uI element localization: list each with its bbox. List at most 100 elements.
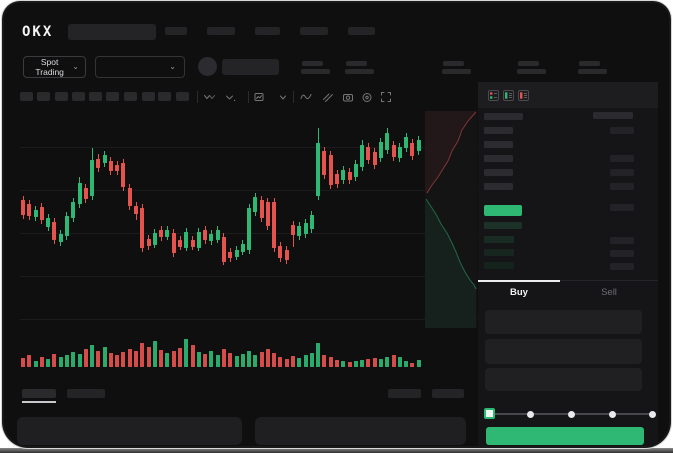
fullscreen-icon[interactable] xyxy=(380,91,392,103)
candle-body xyxy=(184,232,189,248)
slider-stop-1[interactable] xyxy=(527,411,534,418)
candle-body xyxy=(404,137,409,148)
volume-bar xyxy=(391,355,396,367)
interval-button-placeholder-8[interactable] xyxy=(158,92,171,101)
bottom-tab-0[interactable] xyxy=(22,389,56,398)
volume-bar xyxy=(178,348,182,367)
volume-bar xyxy=(102,347,107,367)
volume-bar xyxy=(39,357,44,367)
trade-input-2[interactable] xyxy=(485,368,642,391)
candle-body xyxy=(309,215,314,229)
interval-button-placeholder-7[interactable] xyxy=(142,92,155,101)
volume-bar xyxy=(347,362,352,367)
amount-slider-handle[interactable] xyxy=(484,408,495,419)
search-placeholder[interactable] xyxy=(68,24,156,40)
bottom-action-placeholder-1[interactable] xyxy=(432,389,464,398)
volume-bar xyxy=(378,359,383,367)
volume-bar xyxy=(71,352,76,367)
bottom-action-placeholder-0[interactable] xyxy=(388,389,421,398)
book-bids-icon[interactable] xyxy=(503,90,514,101)
volume-bar xyxy=(316,343,321,367)
market-type-dropdown[interactable]: Spot Trading ⌄ xyxy=(23,56,86,78)
stat-label-placeholder-3 xyxy=(518,61,539,66)
volume-bar xyxy=(140,343,145,367)
trade-input-1[interactable] xyxy=(485,339,642,364)
candle-body xyxy=(140,208,145,248)
orderbook-ask-price-0[interactable] xyxy=(484,127,513,134)
orderbook-last-price-bar[interactable] xyxy=(484,205,522,216)
candlestick-chart[interactable] xyxy=(20,107,480,370)
bottom-panel-0 xyxy=(17,417,242,445)
nav-item-placeholder-1[interactable] xyxy=(207,27,235,35)
buy-submit-button[interactable] xyxy=(486,427,644,445)
stat-value-placeholder-0 xyxy=(301,69,330,74)
candle-body xyxy=(46,218,51,227)
chart-style-icon[interactable] xyxy=(224,91,236,103)
slider-stop-4[interactable] xyxy=(649,411,656,418)
candle-body xyxy=(240,244,245,252)
interval-button-placeholder-4[interactable] xyxy=(89,92,102,101)
orderbook-bid-price-2[interactable] xyxy=(484,249,514,256)
orderbook-ask-price-4[interactable] xyxy=(484,183,513,190)
volume-bar xyxy=(247,351,252,367)
trade-input-0[interactable] xyxy=(485,310,642,334)
app-window: OKX Spot Trading ⌄ ⌄ B xyxy=(4,3,669,446)
interval-button-placeholder-6[interactable] xyxy=(124,92,137,101)
orderbook-ask-price-3[interactable] xyxy=(484,169,513,176)
book-asks-icon[interactable] xyxy=(518,90,529,101)
interval-button-placeholder-5[interactable] xyxy=(106,92,119,101)
camera-icon[interactable] xyxy=(342,91,354,103)
candle-body xyxy=(372,152,377,165)
orderbook-bid-price-1[interactable] xyxy=(484,236,514,243)
volume-bar xyxy=(278,357,283,367)
chart-gridline xyxy=(20,147,478,148)
volume-bar xyxy=(96,351,101,367)
interval-button-placeholder-0[interactable] xyxy=(20,92,33,101)
candle-body xyxy=(209,234,214,241)
candle-body xyxy=(134,206,139,214)
orderbook-bid-price-3[interactable] xyxy=(484,262,514,269)
book-combined-icon[interactable] xyxy=(488,90,499,101)
pair-selector-dropdown[interactable]: ⌄ xyxy=(95,56,185,78)
candle-body xyxy=(341,170,346,180)
candle-body xyxy=(90,160,95,196)
line-tool-icon[interactable] xyxy=(300,91,312,103)
nav-item-placeholder-4[interactable] xyxy=(348,27,375,35)
volume-bar xyxy=(108,353,113,367)
nav-item-placeholder-3[interactable] xyxy=(300,27,328,35)
orderbook-ask-price-1[interactable] xyxy=(484,141,513,148)
candle-body xyxy=(152,233,157,245)
nav-item-placeholder-0[interactable] xyxy=(165,27,187,35)
volume-bar xyxy=(52,354,57,367)
volume-bar xyxy=(284,359,289,367)
interval-button-placeholder-2[interactable] xyxy=(55,92,68,101)
chart-toolbar xyxy=(20,89,480,105)
slider-stop-3[interactable] xyxy=(609,411,616,418)
active-tab-underline xyxy=(22,401,56,403)
volume-bar xyxy=(291,356,296,367)
nav-item-placeholder-2[interactable] xyxy=(255,27,280,35)
orderbook-bid-price-0[interactable] xyxy=(484,222,522,229)
dropdown-chevron-icon[interactable] xyxy=(277,91,289,103)
tab-buy[interactable]: Buy xyxy=(510,287,528,298)
settings-icon[interactable] xyxy=(361,91,373,103)
interval-button-placeholder-9[interactable] xyxy=(176,92,189,101)
volume-bar xyxy=(159,350,164,367)
bottom-tab-1[interactable] xyxy=(67,389,105,398)
orderbook-ask-price-2[interactable] xyxy=(484,155,513,162)
indicators-icon[interactable] xyxy=(254,91,266,103)
active-tab-indicator xyxy=(478,280,560,282)
volume-bar xyxy=(360,360,365,367)
interval-button-placeholder-1[interactable] xyxy=(37,92,50,101)
interval-button-placeholder-3[interactable] xyxy=(72,92,85,101)
chevron-down-icon: ⌄ xyxy=(169,62,176,71)
volume-bar xyxy=(171,351,176,367)
candle-body xyxy=(378,142,383,158)
volume-bar xyxy=(115,355,120,367)
tab-sell[interactable]: Sell xyxy=(601,287,617,298)
draw-tool-icon[interactable] xyxy=(322,91,334,103)
interval-chevrons-icon[interactable] xyxy=(203,91,215,103)
slider-stop-2[interactable] xyxy=(568,411,575,418)
volume-bar xyxy=(134,351,139,367)
